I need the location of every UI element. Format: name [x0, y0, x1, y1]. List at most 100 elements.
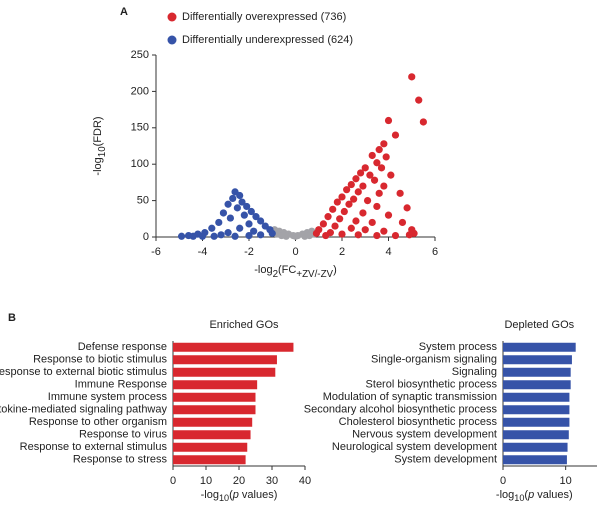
point	[405, 231, 414, 239]
point	[243, 202, 251, 211]
bar	[503, 342, 576, 352]
point	[257, 231, 265, 239]
point	[419, 118, 427, 126]
y-tick-label: 250	[131, 49, 149, 61]
point	[350, 195, 358, 203]
bar	[503, 367, 571, 377]
x-tick-label: 30	[266, 475, 278, 487]
label-part: 2	[273, 269, 278, 280]
point	[329, 205, 337, 213]
point	[380, 227, 388, 235]
x-tick-label: 10	[200, 475, 212, 487]
point	[368, 218, 376, 227]
point	[375, 189, 383, 197]
category-label: Response to other organism	[29, 416, 167, 428]
point	[403, 204, 411, 212]
bar	[173, 355, 277, 365]
point	[245, 220, 253, 228]
axis-label: -log2(FC+ZV/-ZV)	[254, 264, 337, 280]
point	[208, 224, 216, 232]
point	[347, 180, 355, 189]
point	[322, 231, 330, 240]
point	[357, 169, 365, 177]
bar	[503, 455, 567, 465]
panel-label: A	[120, 6, 128, 18]
point	[359, 182, 367, 190]
point	[319, 220, 327, 228]
point	[233, 204, 241, 212]
point	[396, 189, 404, 197]
point	[301, 232, 309, 240]
label-part: (FDR)	[92, 116, 104, 146]
point	[224, 200, 232, 208]
category-label: Modulation of synaptic transmission	[323, 391, 497, 403]
label-part: p	[527, 489, 534, 501]
axis-label: -log10(FDR)	[92, 116, 108, 175]
point	[236, 191, 244, 200]
category-label: Defense response	[78, 341, 167, 353]
point	[333, 198, 341, 206]
category-label: Secondary alcohol biosynthetic process	[304, 404, 498, 416]
x-tick-label: 6	[432, 246, 438, 258]
bar	[173, 455, 246, 465]
x-tick-label: 4	[385, 246, 391, 258]
label-part: -log	[496, 489, 514, 501]
label-part: 10	[219, 493, 229, 503]
point	[384, 211, 393, 219]
category-label: System development	[394, 454, 497, 466]
x-tick-label: -2	[244, 246, 254, 258]
legend-label: Differentially underexpressed (624)	[182, 34, 353, 46]
category-label: Neurological system development	[332, 441, 497, 453]
point	[238, 198, 246, 206]
label-part: values)	[534, 489, 573, 501]
point	[373, 202, 381, 211]
category-label: System process	[419, 341, 498, 353]
point	[198, 232, 207, 240]
label-part: (	[524, 489, 528, 501]
point	[215, 218, 223, 227]
point	[291, 232, 300, 240]
category-label: Response to biotic stimulus	[33, 354, 167, 366]
point	[382, 153, 390, 161]
label-part: -log	[254, 264, 272, 276]
point	[352, 217, 360, 225]
point	[331, 222, 339, 230]
category-label: Single-organism signaling	[371, 354, 497, 366]
bar	[503, 392, 570, 402]
bar	[173, 392, 256, 402]
label-part: +ZV/-ZV	[296, 269, 333, 280]
bar	[503, 355, 572, 365]
point	[312, 229, 321, 237]
point	[352, 175, 360, 183]
point	[250, 227, 258, 235]
bar	[503, 405, 570, 415]
bar	[173, 380, 258, 390]
point	[217, 231, 225, 239]
chart-title: Enriched GOs	[209, 319, 279, 331]
bar	[173, 442, 248, 452]
x-tick-label: 0	[500, 475, 506, 487]
point	[336, 215, 344, 223]
legend-marker	[167, 12, 177, 22]
point	[391, 131, 400, 139]
point	[224, 229, 232, 237]
label-part: 10	[97, 146, 108, 157]
point	[338, 193, 346, 201]
point	[366, 171, 374, 179]
y-tick-label: 150	[131, 122, 149, 134]
bar	[173, 417, 253, 427]
x-tick-label: 40	[299, 475, 311, 487]
legend-label: Differentially overexpressed (736)	[182, 11, 346, 23]
point	[354, 231, 362, 239]
x-tick-label: 10	[560, 475, 572, 487]
point	[219, 209, 228, 217]
category-label: Cholesterol biosynthetic process	[339, 416, 498, 428]
point	[189, 232, 197, 240]
point	[226, 214, 234, 222]
category-label: Immune Response	[75, 379, 167, 391]
point	[373, 231, 381, 240]
point	[231, 232, 239, 240]
point	[380, 182, 388, 190]
y-tick-label: 100	[131, 158, 149, 170]
bar	[503, 380, 571, 390]
